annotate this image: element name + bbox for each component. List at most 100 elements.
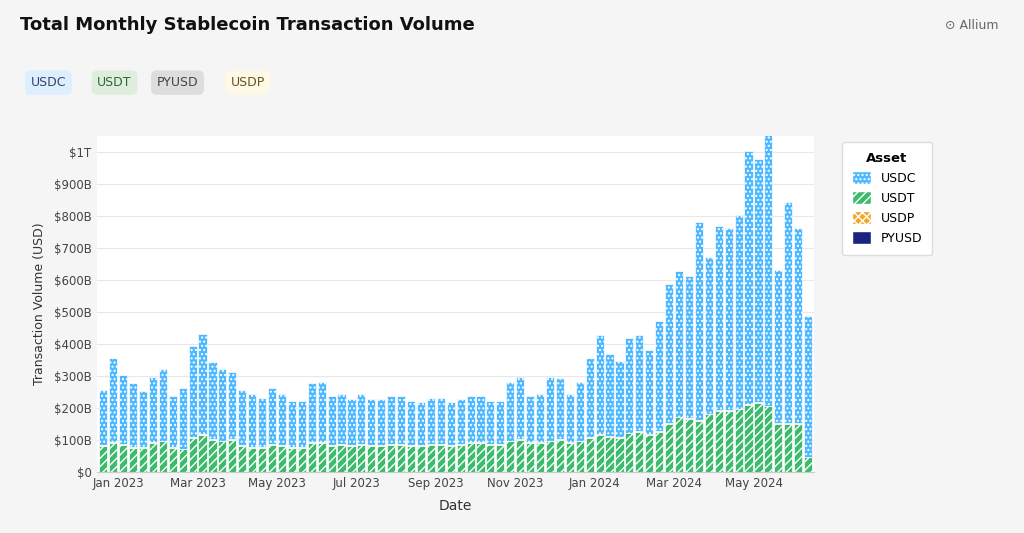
Bar [546, 441, 554, 472]
Bar [795, 228, 802, 423]
Bar [338, 445, 345, 472]
Bar [566, 442, 573, 443]
Bar [755, 159, 763, 402]
Bar [377, 446, 385, 472]
Bar [784, 424, 793, 472]
Bar [645, 350, 653, 434]
Bar [208, 362, 216, 439]
Bar [199, 434, 207, 435]
Text: Total Monthly Stablecoin Transaction Volume: Total Monthly Stablecoin Transaction Vol… [20, 16, 475, 34]
Bar [744, 151, 753, 404]
Bar [526, 396, 535, 442]
Bar [755, 403, 763, 472]
Bar [357, 445, 366, 472]
Bar [685, 419, 693, 472]
Bar [99, 446, 108, 472]
Bar [497, 444, 505, 445]
Bar [467, 396, 475, 442]
Bar [288, 447, 296, 448]
Bar [199, 435, 207, 472]
Bar [715, 410, 723, 411]
Bar [774, 424, 782, 472]
Bar [347, 399, 355, 446]
Bar [288, 401, 296, 447]
Text: USDT: USDT [97, 76, 132, 89]
Bar [427, 398, 435, 444]
Bar [556, 439, 564, 440]
Bar [486, 401, 495, 444]
Bar [536, 443, 544, 472]
Bar [655, 432, 664, 472]
Bar [645, 434, 653, 435]
Bar [675, 417, 683, 472]
Bar [387, 444, 395, 445]
Bar [586, 358, 594, 438]
Bar [357, 394, 366, 444]
Bar [368, 446, 376, 472]
Bar [516, 377, 524, 439]
Bar [298, 447, 306, 448]
Bar [497, 445, 505, 472]
Bar [665, 284, 673, 423]
Bar [774, 270, 782, 423]
Bar [586, 438, 594, 472]
Bar [665, 424, 673, 472]
Bar [188, 346, 197, 438]
Bar [139, 447, 147, 448]
Bar [516, 439, 524, 440]
Bar [506, 441, 514, 472]
Bar [159, 369, 167, 441]
Bar [397, 444, 406, 445]
Bar [139, 448, 147, 472]
Bar [268, 444, 276, 445]
Bar [596, 434, 604, 435]
Bar [725, 411, 733, 472]
Bar [784, 203, 793, 423]
Bar [596, 435, 604, 472]
Bar [556, 440, 564, 472]
Bar [417, 402, 425, 446]
Bar [407, 401, 415, 446]
Bar [685, 418, 693, 419]
Bar [427, 445, 435, 472]
Bar [626, 338, 634, 433]
Bar [248, 447, 256, 448]
Bar [596, 335, 604, 434]
Bar [575, 441, 584, 472]
Bar [417, 446, 425, 472]
Bar [506, 382, 514, 441]
Bar [307, 443, 315, 472]
Bar [476, 443, 484, 472]
Bar [795, 424, 802, 472]
Bar [129, 383, 137, 447]
Bar [407, 446, 415, 472]
Bar [436, 444, 444, 445]
Bar [635, 431, 643, 432]
Bar [605, 436, 613, 437]
Bar [148, 443, 157, 472]
Bar [148, 442, 157, 443]
Bar [110, 358, 117, 442]
Bar [615, 361, 624, 438]
Bar [99, 390, 108, 446]
Bar [655, 321, 664, 431]
Bar [199, 334, 207, 434]
Bar [248, 394, 256, 447]
Bar [188, 438, 197, 472]
Bar [436, 398, 444, 444]
Bar [774, 423, 782, 424]
Bar [397, 396, 406, 444]
Bar [744, 405, 753, 472]
Bar [725, 410, 733, 411]
Bar [258, 448, 266, 472]
Bar [546, 377, 554, 441]
Bar [556, 378, 564, 439]
Bar [239, 446, 247, 472]
Bar [347, 446, 355, 472]
Bar [248, 448, 256, 472]
Bar [239, 390, 247, 446]
Bar [457, 444, 465, 445]
Bar [476, 396, 484, 442]
Bar [228, 440, 237, 472]
Bar [427, 444, 435, 445]
